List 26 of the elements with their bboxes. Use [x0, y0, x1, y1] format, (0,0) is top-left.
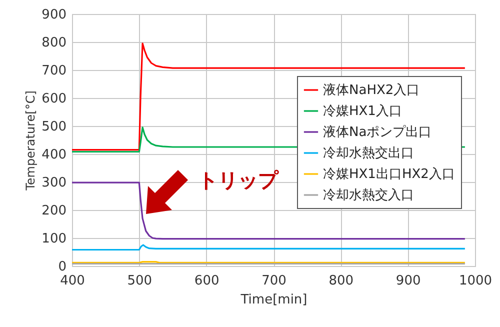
y-tick-label: 0 [58, 260, 66, 274]
x-axis-title: Time[min] [240, 292, 308, 308]
y-tick-label: 800 [42, 36, 66, 50]
x-tick-label: 600 [194, 274, 220, 288]
x-tick-label: 400 [60, 274, 85, 288]
legend-label: 液体Naポンプ出口 [323, 125, 432, 140]
legend-label: 冷却水熱交入口 [323, 187, 414, 203]
y-tick-label: 300 [42, 176, 66, 190]
legend-label: 液体NaHX2入口 [323, 83, 420, 98]
y-tick-label: 500 [42, 120, 66, 134]
x-tick-label: 900 [396, 274, 421, 288]
legend-label: 冷却水熱交出口 [323, 145, 414, 161]
x-tick-label: 1000 [458, 274, 492, 288]
x-tick-label: 700 [262, 274, 286, 288]
y-tick-label: 700 [42, 64, 66, 78]
y-tick-label: 900 [42, 8, 66, 22]
x-tick-label: 800 [328, 274, 354, 288]
y-tick-label: 400 [42, 148, 66, 162]
x-tick-label: 500 [127, 274, 152, 288]
y-tick-label: 600 [42, 92, 66, 106]
legend-label: 冷媒HX1入口 [323, 104, 402, 119]
y-axis-title: Temperature[°C] [24, 90, 38, 192]
legend-label: 冷媒HX1出口HX2入口 [323, 167, 455, 182]
annotation: トリップ [198, 168, 279, 192]
y-tick-label: 100 [42, 232, 66, 246]
y-tick-label: 200 [42, 204, 66, 218]
